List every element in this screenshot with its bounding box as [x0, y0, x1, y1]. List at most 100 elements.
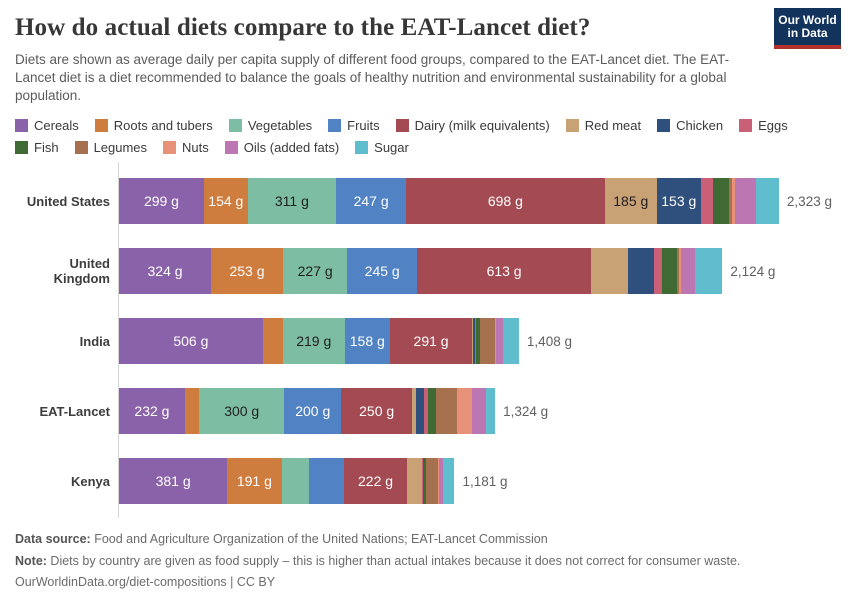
- legend-swatch: [228, 119, 242, 132]
- segment-value: 247 g: [353, 193, 389, 209]
- bar-segment-roots-and-tubers[interactable]: 191 g: [227, 458, 282, 504]
- bar-segment-fish[interactable]: [713, 178, 730, 224]
- chart-row-united-states: United States 299 g 154 g 311 g 247 g 698 g 18…: [15, 166, 835, 236]
- bar-segment-eggs[interactable]: [422, 458, 423, 504]
- legend-item-cereals[interactable]: Cereals: [15, 118, 79, 133]
- bar-segment-dairy-milk-equivalents[interactable]: 698 g: [406, 178, 605, 224]
- bar-segment-red-meat[interactable]: [472, 318, 473, 364]
- bar-segment-red-meat[interactable]: 185 g: [604, 178, 658, 224]
- bar-segment-fish[interactable]: [662, 248, 677, 294]
- owid-logo[interactable]: Our World in Data: [774, 8, 841, 49]
- legend-swatch: [395, 119, 409, 132]
- bar-segment-nuts[interactable]: [494, 318, 496, 364]
- segment-value: 698 g: [487, 193, 523, 209]
- bar-segment-sugar[interactable]: [486, 388, 496, 434]
- legend-label: Legumes: [93, 140, 148, 155]
- bar-segment-chicken[interactable]: [628, 248, 655, 294]
- bar-segment-roots-and-tubers[interactable]: [184, 388, 200, 434]
- bar-segment-chicken[interactable]: [472, 318, 476, 364]
- legend-item-nuts[interactable]: Nuts: [163, 140, 209, 155]
- row-total: 1,408 g: [526, 333, 572, 349]
- bar-segment-vegetables[interactable]: 311 g: [247, 178, 337, 224]
- bar-segment-vegetables[interactable]: 219 g: [282, 318, 345, 364]
- legend-item-dairy-milk-equivalents[interactable]: Dairy (milk equivalents): [395, 118, 550, 133]
- bar-segment-fish[interactable]: [428, 388, 436, 434]
- bar-segment-cereals[interactable]: 232 g: [119, 388, 185, 434]
- bar-segment-cereals[interactable]: 324 g: [119, 248, 212, 294]
- legend-label: Red meat: [584, 118, 642, 133]
- bar-segment-chicken[interactable]: 153 g: [657, 178, 701, 224]
- bar-segment-nuts[interactable]: [732, 178, 736, 224]
- legend-label: Sugar: [374, 140, 409, 155]
- bar-segment-dairy-milk-equivalents[interactable]: 613 g: [417, 248, 592, 294]
- segment-value: 191 g: [236, 473, 272, 489]
- bar-segment-chicken[interactable]: [421, 458, 423, 504]
- legend-item-red-meat[interactable]: Red meat: [565, 118, 642, 133]
- bar-segment-roots-and-tubers[interactable]: 253 g: [211, 248, 283, 294]
- bar-segment-oils-added-fats[interactable]: [471, 388, 487, 434]
- bar-segment-sugar[interactable]: [443, 458, 455, 504]
- bar-segment-sugar[interactable]: [755, 178, 779, 224]
- legend: Cereals Roots and tubers Vegetables Fruits D…: [15, 118, 843, 162]
- bar-segment-nuts[interactable]: [438, 458, 439, 504]
- segment-value: 245 g: [364, 263, 400, 279]
- bar-segment-dairy-milk-equivalents[interactable]: 222 g: [344, 458, 408, 504]
- bar-segment-eggs[interactable]: [424, 388, 429, 434]
- legend-swatch: [15, 141, 28, 154]
- bar-segment-eggs[interactable]: [654, 248, 663, 294]
- bar-segment-red-meat[interactable]: [407, 458, 422, 504]
- bar-segment-oils-added-fats[interactable]: [680, 248, 695, 294]
- bar-segment-eggs[interactable]: [700, 178, 714, 224]
- bar-segment-dairy-milk-equivalents[interactable]: 291 g: [389, 318, 473, 364]
- bar-segment-nuts[interactable]: [457, 388, 472, 434]
- bar-segment-oils-added-fats[interactable]: [735, 178, 756, 224]
- bar-segment-legumes[interactable]: [425, 458, 439, 504]
- legend-item-fish[interactable]: Fish: [15, 140, 59, 155]
- bar-segment-fruits[interactable]: 158 g: [344, 318, 390, 364]
- bar-segment-roots-and-tubers[interactable]: [262, 318, 283, 364]
- bar-segment-vegetables[interactable]: 227 g: [282, 248, 348, 294]
- bar-segment-chicken[interactable]: [416, 388, 425, 434]
- segment-value: 300 g: [224, 403, 260, 419]
- datasource-text: Food and Agriculture Organization of the…: [90, 532, 548, 546]
- bar-segment-vegetables[interactable]: 300 g: [199, 388, 285, 434]
- bar-segment-roots-and-tubers[interactable]: 154 g: [203, 178, 248, 224]
- legend-item-eggs[interactable]: Eggs: [739, 118, 788, 133]
- bar-segment-fruits[interactable]: 245 g: [347, 248, 418, 294]
- note-label: Note:: [15, 553, 47, 568]
- bar-segment-fish[interactable]: [476, 318, 481, 364]
- bar-segment-legumes[interactable]: [436, 388, 458, 434]
- legend-item-legumes[interactable]: Legumes: [74, 140, 148, 155]
- bar-segment-fish[interactable]: [422, 458, 426, 504]
- bar-segment-red-meat[interactable]: [591, 248, 629, 294]
- legend-item-vegetables[interactable]: Vegetables: [228, 118, 312, 133]
- legend-item-fruits[interactable]: Fruits: [328, 118, 380, 133]
- citation-link[interactable]: OurWorldinData.org/diet-compositions | C…: [15, 575, 276, 589]
- bar-segment-eggs[interactable]: [475, 318, 477, 364]
- bar-segment-cereals[interactable]: 299 g: [119, 178, 204, 224]
- bar-segment-fruits[interactable]: [309, 458, 344, 504]
- bar-segment-oils-added-fats[interactable]: [495, 318, 503, 364]
- legend-item-roots-and-tubers[interactable]: Roots and tubers: [94, 118, 213, 133]
- legend-item-chicken[interactable]: Chicken: [657, 118, 723, 133]
- bar-segment-cereals[interactable]: 381 g: [119, 458, 228, 504]
- bar-segment-vegetables[interactable]: [281, 458, 310, 504]
- bar-segment-legumes[interactable]: [480, 318, 495, 364]
- bar-segment-fruits[interactable]: 247 g: [336, 178, 407, 224]
- legend-label: Nuts: [182, 140, 209, 155]
- bar-segment-red-meat[interactable]: [412, 388, 417, 434]
- bar-segment-dairy-milk-equivalents[interactable]: 250 g: [341, 388, 413, 434]
- bar-segment-oils-added-fats[interactable]: [438, 458, 444, 504]
- segment-value: 324 g: [147, 263, 183, 279]
- bar-segment-fruits[interactable]: 200 g: [284, 388, 342, 434]
- legend-item-sugar[interactable]: Sugar: [355, 140, 409, 155]
- bar-segment-legumes[interactable]: [676, 248, 679, 294]
- page-title: How do actual diets compare to the EAT-L…: [15, 14, 591, 41]
- bar-segment-sugar[interactable]: [502, 318, 519, 364]
- bar-segment-legumes[interactable]: [729, 178, 733, 224]
- legend-label: Fish: [34, 140, 59, 155]
- bar-segment-cereals[interactable]: 506 g: [119, 318, 263, 364]
- bar-segment-nuts[interactable]: [678, 248, 681, 294]
- legend-item-oils-added-fats[interactable]: Oils (added fats): [224, 140, 339, 155]
- bar-segment-sugar[interactable]: [694, 248, 723, 294]
